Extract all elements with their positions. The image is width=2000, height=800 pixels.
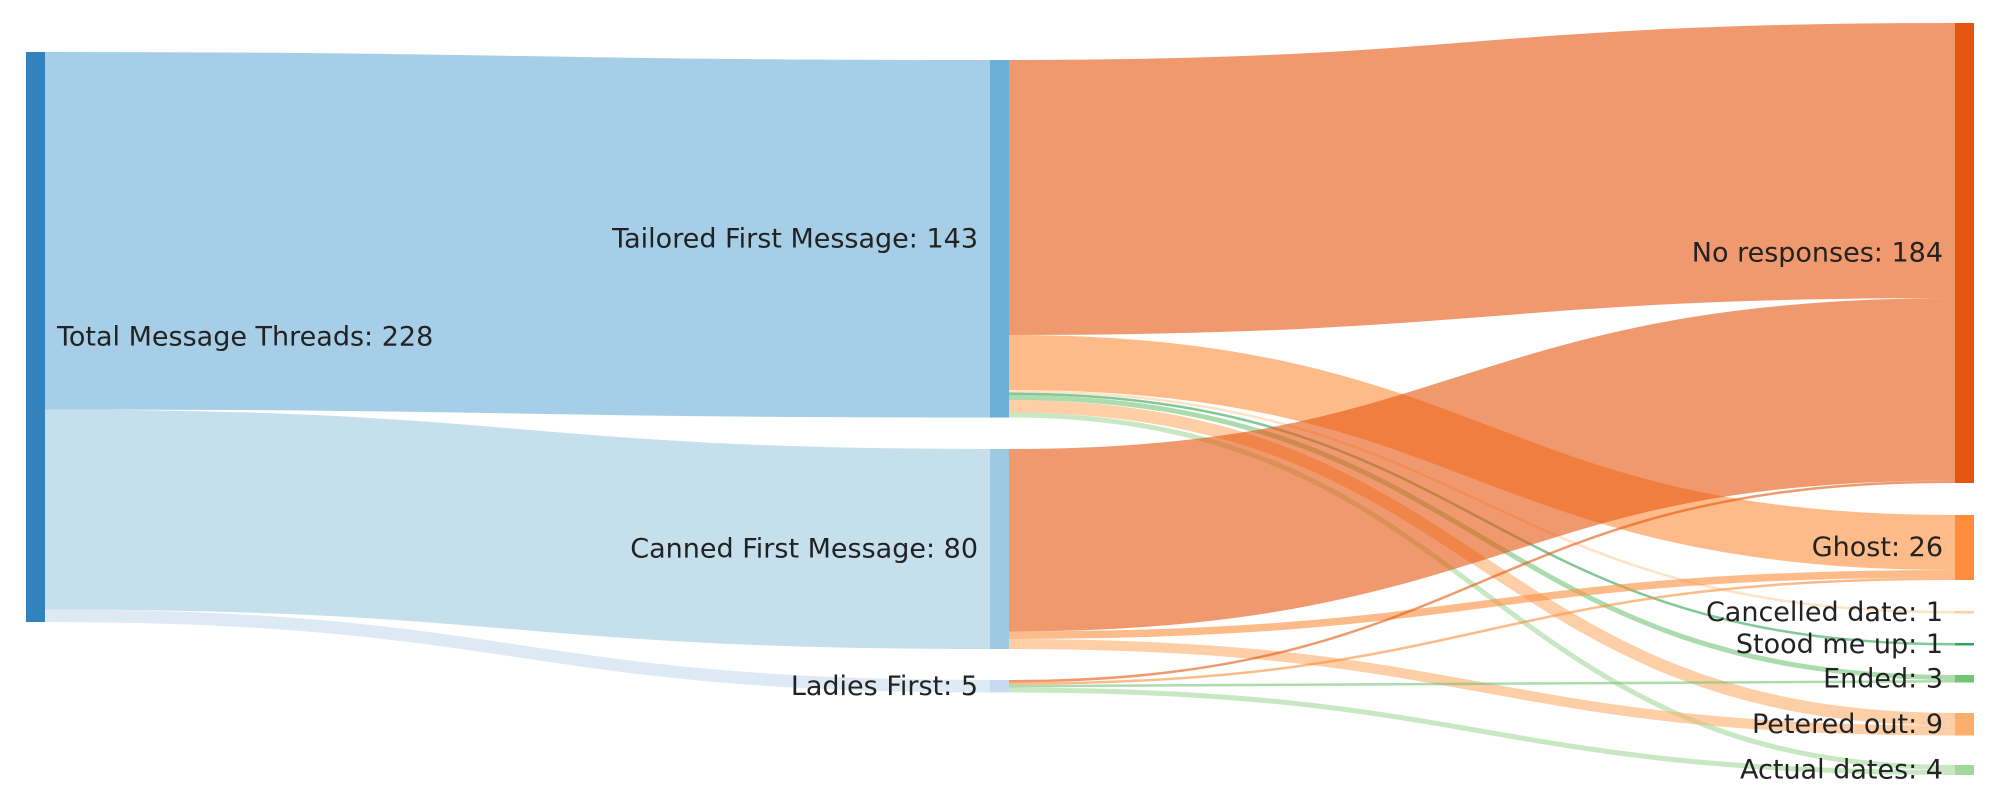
node-label: Ghost: 26: [1812, 532, 1943, 563]
node: [1955, 713, 1974, 736]
node: [990, 60, 1009, 418]
node-label: Cancelled date: 1: [1706, 597, 1943, 628]
node-label: Petered out: 9: [1752, 709, 1943, 740]
node: [990, 449, 1009, 649]
node-label: Total Message Threads: 228: [56, 322, 433, 353]
link: [1008, 687, 1956, 775]
link: [44, 409, 991, 649]
link: [1008, 570, 1956, 639]
link: [1008, 639, 1956, 736]
node: [1955, 515, 1974, 580]
node: [1955, 675, 1974, 683]
link: [44, 52, 991, 418]
link: [1008, 577, 1956, 685]
node-label: Canned First Message: 80: [630, 534, 978, 565]
link: [1008, 298, 1956, 632]
node-label: Actual dates: 4: [1740, 755, 1943, 786]
node-label: No responses: 184: [1692, 238, 1943, 269]
node: [26, 52, 45, 622]
node-label: Ended: 3: [1823, 663, 1943, 694]
link: [1008, 480, 1956, 683]
link: [1008, 400, 1956, 726]
node: [1955, 765, 1974, 775]
link: [1008, 680, 1956, 688]
node-label: Stood me up: 1: [1736, 629, 1943, 660]
node: [1955, 643, 1974, 646]
nodes: Total Message Threads: 228 Tailored First…: [26, 23, 1974, 786]
link: [1008, 23, 1956, 335]
link: [44, 609, 991, 693]
node-label: Tailored First Message: 143: [611, 223, 978, 254]
node: [1955, 611, 1974, 614]
node: [990, 680, 1009, 693]
node: [1955, 23, 1974, 483]
node-label: Ladies First: 5: [791, 671, 978, 702]
link: [1008, 412, 1956, 770]
links: [44, 23, 1956, 775]
